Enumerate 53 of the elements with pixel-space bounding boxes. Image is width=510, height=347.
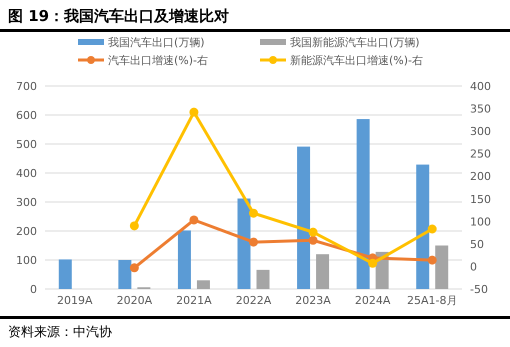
x-tick-label: 2019A <box>57 294 94 307</box>
bar <box>435 246 448 289</box>
y-tick-label: 300 <box>16 196 37 209</box>
point <box>189 108 198 117</box>
y-tick-label: 700 <box>16 80 37 93</box>
y-tick-label: 600 <box>16 109 37 122</box>
y2-tick-label: -50 <box>470 283 488 296</box>
y2-tick-label: 400 <box>470 80 491 93</box>
point <box>308 228 318 237</box>
bar <box>316 254 330 289</box>
bar <box>238 198 250 289</box>
x-tick-label: 2020A <box>116 294 153 307</box>
y2-tick-label: 300 <box>470 125 491 138</box>
y-tick-label: 500 <box>16 138 37 151</box>
point <box>249 238 258 247</box>
y2-tick-label: 150 <box>470 192 491 206</box>
chart-title: 图 19：我国汽车出口及增速比对 <box>8 7 230 25</box>
bar <box>416 164 430 289</box>
point <box>428 256 437 265</box>
legend-label: 汽车出口增速(%)-右 <box>108 54 208 67</box>
y-tick-label: 100 <box>16 254 37 267</box>
legend-label: 我国新能源汽车出口(万辆) <box>290 36 420 49</box>
bar <box>118 260 132 289</box>
bar <box>178 230 191 289</box>
y-tick-label: 0 <box>30 283 37 296</box>
x-tick-label: 25A1-8月 <box>406 294 458 307</box>
bar <box>196 280 210 289</box>
x-tick-label: 2021A <box>176 294 212 307</box>
y2-tick-label: 200 <box>470 170 491 184</box>
bar <box>58 259 72 289</box>
bar <box>297 146 310 289</box>
x-tick-label: 2024A <box>354 294 391 307</box>
legend-label: 新能源汽车出口增速(%)-右 <box>290 54 424 67</box>
point <box>130 221 139 230</box>
text: 资料来源：中汽协 <box>8 325 112 340</box>
legend-label: 我国汽车出口(万辆) <box>108 36 205 49</box>
point <box>368 258 378 268</box>
point <box>308 236 318 245</box>
y2-tick-label: 0 <box>470 260 477 274</box>
y-tick-label: 200 <box>16 225 37 238</box>
point <box>428 224 437 234</box>
y2-tick-label: 250 <box>470 148 491 161</box>
bar <box>256 270 270 289</box>
y2-tick-label: 50 <box>470 238 484 251</box>
y2-tick-label: 100 <box>470 215 491 228</box>
y-tick-label: 400 <box>16 167 37 180</box>
point <box>189 215 198 224</box>
point <box>130 263 139 272</box>
point <box>249 208 258 218</box>
bar <box>356 119 370 289</box>
x-tick-label: 2022A <box>236 294 272 307</box>
x-tick-label: 2023A <box>295 294 332 307</box>
y2-tick-label: 350 <box>470 102 491 116</box>
